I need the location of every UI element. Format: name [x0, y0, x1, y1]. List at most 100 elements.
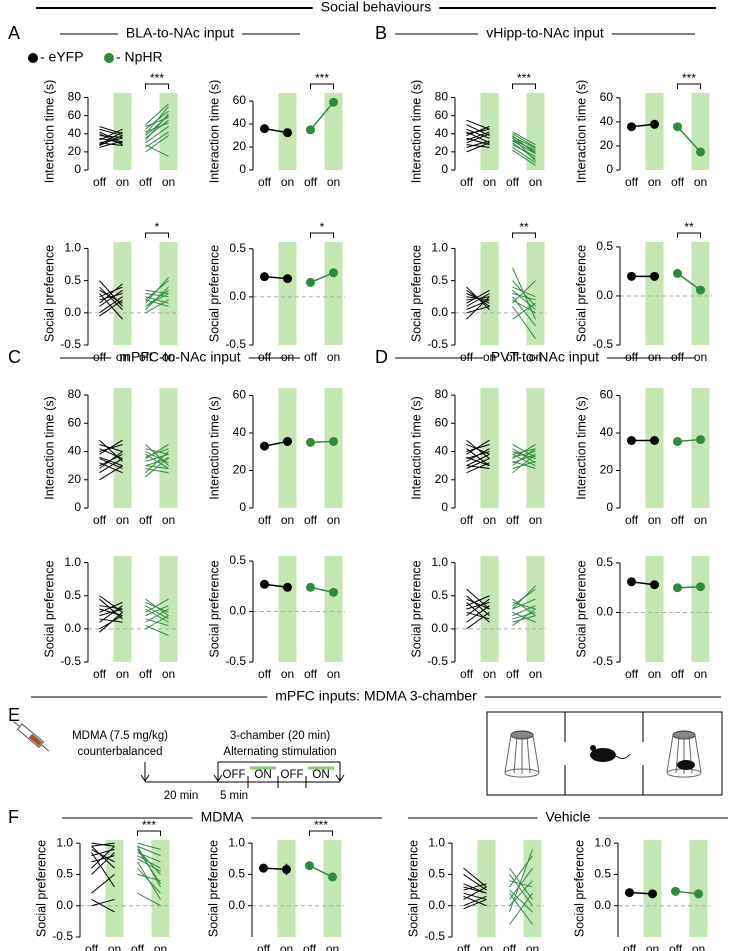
mean-point: [627, 577, 636, 587]
subject-line: [145, 467, 169, 474]
subject-line: [145, 465, 169, 469]
mean-point: [673, 268, 682, 278]
subject-line: [466, 133, 490, 144]
subject-line: [99, 283, 123, 304]
subject-line: [137, 892, 161, 907]
subject-line: [466, 595, 490, 607]
y-tick-label: -0.5: [60, 337, 81, 351]
subject-line: [137, 852, 161, 863]
panel-letter: E: [8, 705, 20, 725]
subject-line: [466, 456, 490, 467]
stim-shade: [151, 840, 170, 937]
drug-label: MDMA (7.5 mg/kg): [72, 730, 168, 742]
syringe-icon: [13, 721, 50, 752]
x-tick-label: on: [116, 175, 129, 189]
x-tick-label: on: [327, 513, 340, 527]
subject-line: [466, 448, 490, 467]
y-axis-label: Social preference: [206, 840, 220, 937]
y-tick-label: 1.0: [64, 241, 81, 255]
subject-line: [99, 439, 123, 455]
y-tick-label: 20: [435, 472, 449, 486]
subject-line: [99, 131, 123, 144]
subject-line: [466, 458, 490, 469]
subject-line: [99, 595, 123, 613]
x-tick-label: on: [483, 667, 496, 681]
y-tick-label: -0.5: [424, 929, 445, 943]
subject-line: [509, 874, 533, 907]
epoch-label: ON: [254, 769, 271, 781]
y-tick-label: 0.0: [431, 621, 448, 635]
subject-line: [137, 873, 161, 882]
y-tick-label: 0.5: [596, 555, 613, 569]
subject-line: [463, 895, 487, 907]
mouse-ear: [590, 745, 596, 751]
y-axis-label: Interaction time (s): [42, 80, 56, 184]
subject-line: [145, 615, 169, 630]
syringe-fill: [28, 733, 43, 746]
y-tick-label: 0.0: [596, 288, 613, 302]
y-tick-label: 20: [600, 463, 614, 477]
y-tick-label: 0.5: [56, 867, 73, 881]
y-axis-label: Interaction time (s): [574, 80, 588, 184]
x-tick-label: off: [139, 350, 153, 364]
stim-shade: [278, 388, 297, 508]
panel-letter: B: [375, 23, 387, 43]
y-tick-label: 20: [233, 139, 247, 153]
arrow: [335, 762, 345, 782]
panel-letter: F: [8, 807, 19, 827]
y-tick-label: 1.0: [228, 835, 245, 849]
x-tick-label: on: [480, 942, 493, 951]
subject-line: [466, 144, 490, 148]
mean-point: [260, 579, 269, 589]
mean-point: [283, 436, 292, 446]
y-tick-label: 60: [233, 93, 247, 107]
y-axis-label: Interaction time (s): [409, 396, 423, 500]
heading: mPFC inputs: MDMA 3-chamber: [275, 688, 477, 704]
mean-point: [694, 889, 703, 899]
significance-label: ***: [682, 71, 696, 85]
x-tick-label: off: [258, 175, 272, 189]
x-tick-label: off: [506, 513, 520, 527]
x-tick-label: on: [648, 350, 661, 364]
test-mouse: [590, 748, 616, 762]
x-tick-label: off: [93, 513, 107, 527]
stim-shade: [643, 840, 662, 937]
x-tick-label: on: [154, 942, 167, 951]
subject-line: [466, 289, 490, 304]
x-tick-label: off: [93, 175, 107, 189]
stim-shade: [691, 93, 710, 170]
y-tick-label: 0.5: [64, 588, 81, 602]
x-tick-label: on: [281, 175, 294, 189]
subject-line: [466, 296, 490, 301]
stim-shade: [113, 388, 132, 508]
y-tick-label: 60: [68, 108, 82, 122]
x-tick-label: off: [304, 667, 318, 681]
stim-shade: [324, 93, 343, 170]
subject-line: [137, 845, 161, 857]
x-tick-label: off: [139, 513, 153, 527]
arrow: [140, 762, 150, 782]
mean-point: [650, 436, 659, 445]
x-tick-label: on: [648, 513, 661, 527]
subject-line: [145, 598, 169, 613]
subject-line: [145, 453, 169, 462]
x-tick-label: on: [648, 175, 661, 189]
mean-point: [328, 872, 337, 882]
y-tick-label: 0.5: [64, 273, 81, 287]
significance-bracket: [145, 232, 169, 238]
y-tick-label: 20: [435, 144, 449, 158]
x-tick-label: on: [327, 175, 340, 189]
significance-bracket: [512, 83, 536, 89]
subject-line: [466, 601, 490, 623]
x-tick-label: on: [483, 175, 496, 189]
subject-line: [466, 305, 490, 314]
y-tick-label: 0.0: [594, 898, 611, 912]
block-label: 5 min: [220, 790, 248, 802]
stim-shade: [645, 93, 664, 170]
subject-line: [512, 137, 536, 162]
y-tick-label: 20: [233, 463, 247, 477]
subject-line: [512, 601, 536, 610]
significance-label: **: [519, 220, 529, 234]
y-tick-label: -0.5: [225, 337, 246, 351]
